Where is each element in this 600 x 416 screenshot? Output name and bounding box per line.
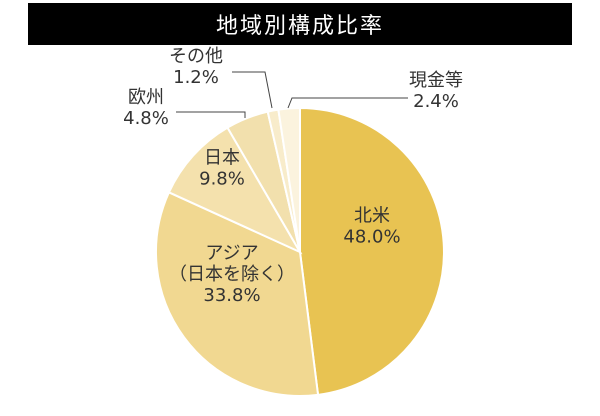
slice-value-label: 9.8%: [199, 169, 245, 190]
slice-value-label: 4.8%: [123, 108, 169, 129]
slice-label-1: アジア（日本を除く） 33.8%: [169, 243, 295, 306]
slice-name-label: 現金等: [409, 70, 463, 91]
pie-slice-0: [299, 106, 445, 396]
slice-label-4: その他 1.2%: [169, 46, 223, 88]
pie-slices: [155, 106, 445, 397]
pie-slice-5: [277, 106, 301, 253]
slice-name-label: （日本を除く）: [169, 264, 295, 285]
leader-line-5: [287, 97, 408, 109]
slice-name-label: その他: [169, 46, 223, 67]
pie-slice-2: [167, 126, 303, 255]
slice-name-label: 北米: [354, 206, 390, 227]
slice-label-5: 現金等 2.4%: [409, 70, 463, 112]
chart-title: 地域別構成比率: [28, 3, 572, 45]
slice-value-label: 1.2%: [173, 67, 219, 88]
slice-value-label: 48.0%: [343, 227, 400, 248]
slice-labels: 北米 48.0%アジア（日本を除く） 33.8%日本 9.8%欧州 4.8%その他 1.2…: [123, 46, 463, 306]
slice-label-3: 欧州 4.8%: [123, 87, 169, 129]
leader-line-4: [232, 71, 273, 109]
slice-name-label: 欧州: [128, 87, 164, 108]
slice-value-label: 33.8%: [203, 285, 260, 306]
pie-slice-1: [155, 191, 320, 397]
leader-lines: [176, 71, 408, 118]
slice-name-label: アジア: [205, 243, 258, 264]
leader-line-3: [176, 111, 246, 118]
slice-label-0: 北米 48.0%: [343, 206, 400, 248]
slice-label-2: 日本 9.8%: [199, 148, 245, 190]
slice-value-label: 2.4%: [413, 91, 459, 112]
slice-name-label: 日本: [204, 148, 240, 169]
